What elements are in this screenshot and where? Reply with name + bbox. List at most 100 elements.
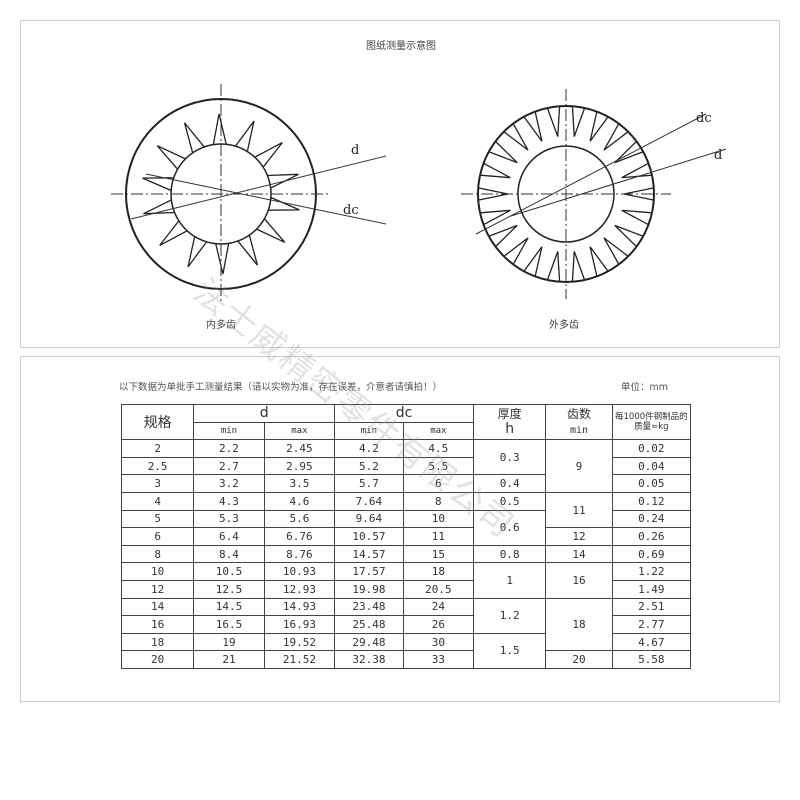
washer-drawings: d dc dc d (111, 84, 727, 304)
d-min-cell: 12.5 (193, 579, 265, 599)
d-max-cell: 2.95 (263, 456, 336, 476)
internal-teeth-caption: 内多齿 (206, 320, 236, 331)
external-teeth-caption: 外多齿 (549, 320, 579, 331)
tooth (237, 235, 259, 266)
d-max-cell: 14.93 (263, 597, 336, 617)
tooth (603, 237, 629, 265)
dc-min-cell: 17.57 (334, 562, 404, 581)
table-row: 14 14.5 14.93 23.48 24 1.2 18 2.51 (120, 597, 692, 652)
dc-max-cell: 26 (402, 615, 475, 634)
d-min-cell: 5.3 (193, 509, 265, 529)
d-max-cell: 16.93 (263, 615, 336, 634)
tooth (268, 196, 300, 211)
d-min-cell: 3.2 (193, 474, 265, 493)
tooth (589, 246, 609, 277)
d-min-cell: 2.2 (193, 439, 265, 458)
thickness-cell: 0.6 (473, 509, 547, 546)
mass-cell: 0.26 (611, 527, 692, 546)
tooth (215, 243, 230, 275)
tooth (571, 106, 586, 137)
teeth-sub: min (569, 424, 588, 436)
mass-cell: 1.49 (611, 579, 692, 599)
thickness-cell: 0.8 (473, 544, 547, 564)
dc-max-cell: 11 (402, 527, 475, 546)
external-d-label: d (714, 148, 722, 163)
dc-leader (145, 173, 387, 225)
mass-cell: 4.67 (611, 632, 692, 652)
dc-max-cell: 5.5 (402, 456, 475, 476)
tooth (488, 140, 518, 164)
mass-cell: 5.58 (611, 650, 692, 669)
tooth (254, 142, 283, 168)
teeth-cell: 18 (545, 597, 613, 652)
dc-min-cell: 5.7 (334, 474, 404, 493)
dc-max-header: max (402, 421, 475, 441)
dc-max-cell: 8 (402, 491, 475, 511)
thickness-symbol: h (505, 421, 515, 438)
d-min-cell: 2.7 (193, 456, 265, 476)
d-min-cell: 21 (193, 650, 265, 669)
diagram-title: 图纸测量示意图 (366, 41, 436, 52)
d-min-cell: 4.3 (193, 491, 265, 511)
mass-cell: 0.04 (611, 456, 692, 476)
dc-min-cell: 32.38 (334, 650, 404, 669)
d-min-cell: 10.5 (193, 562, 265, 581)
internal-d-label: d (351, 143, 359, 158)
tooth (479, 162, 511, 179)
dc-min-cell: 9.64 (334, 509, 404, 529)
thickness-cell: 0.4 (473, 474, 547, 493)
external-dc-label: dc (696, 111, 712, 126)
spec-cell: 5 (120, 509, 195, 529)
dc-min-cell: 10.57 (334, 527, 404, 546)
internal-dc-label: dc (343, 203, 359, 218)
d-leader (130, 155, 387, 220)
tooth (603, 123, 629, 151)
tooth (159, 220, 188, 246)
d-max-cell: 5.6 (263, 509, 336, 529)
dc-max-cell: 15 (402, 544, 475, 564)
tooth (183, 122, 205, 153)
teeth-cell: 14 (545, 544, 613, 564)
dc-max-cell: 24 (402, 597, 475, 617)
d-leader (510, 148, 727, 217)
tooth (571, 251, 586, 282)
header-row: 规格 d dc 厚度 h 齿数 min 每1000件钢制品的质量≈kg (120, 403, 692, 441)
subheader-row: min max min max (122, 421, 691, 441)
measurement-panel: 以下数据为单批手工测量结果（请以实物为准，存在误差，介意者请慎拍！） 单位：mm… (20, 356, 780, 702)
d-min-cell: 6.4 (193, 527, 265, 546)
teeth-cell: 20 (545, 650, 613, 669)
spec-cell: 4 (120, 491, 195, 511)
dc-min-cell: 19.98 (334, 579, 404, 599)
table-row: 6 6.4 6.76 10.57 11 12 0.26 (120, 527, 692, 546)
d-max-cell: 10.93 (263, 562, 336, 581)
tooth (523, 111, 543, 142)
teeth-label: 齿数 (566, 406, 591, 421)
tooth (234, 120, 255, 152)
tooth (187, 236, 208, 268)
tooth (503, 237, 529, 265)
table-row: 18 19 19.52 29.48 30 1.5 4.67 (120, 632, 692, 669)
d-max-cell: 21.52 (263, 650, 336, 669)
thickness-label: 厚度 (497, 407, 522, 422)
table-row: 4 4.3 4.6 7.64 8 0.5 11 0.12 (120, 491, 692, 529)
tooth (614, 140, 644, 164)
table-row: 20 21 21.52 32.38 33 20 5.58 (120, 650, 692, 669)
teeth-header: 齿数 min (545, 403, 613, 441)
mass-cell: 0.12 (611, 491, 692, 511)
dc-max-cell: 20.5 (402, 579, 475, 599)
dc-min-cell: 29.48 (334, 632, 404, 652)
table-row: 5 5.3 5.6 9.64 10 0.6 0.24 (120, 509, 692, 546)
d-max-cell: 6.76 (263, 527, 336, 546)
tooth (621, 209, 653, 226)
dc-min-cell: 25.48 (334, 615, 404, 634)
spec-cell: 10 (120, 562, 195, 581)
tooth (212, 113, 227, 145)
tooth (503, 123, 529, 151)
d-min-cell: 8.4 (193, 544, 265, 564)
tooth (142, 177, 174, 192)
table-row: 8 8.4 8.76 14.57 15 0.8 14 0.69 (120, 544, 692, 564)
mass-cell: 0.69 (611, 544, 692, 564)
dc-min-cell: 4.2 (334, 439, 404, 458)
spec-cell: 14 (120, 597, 195, 617)
d-max-cell: 4.6 (263, 491, 336, 511)
